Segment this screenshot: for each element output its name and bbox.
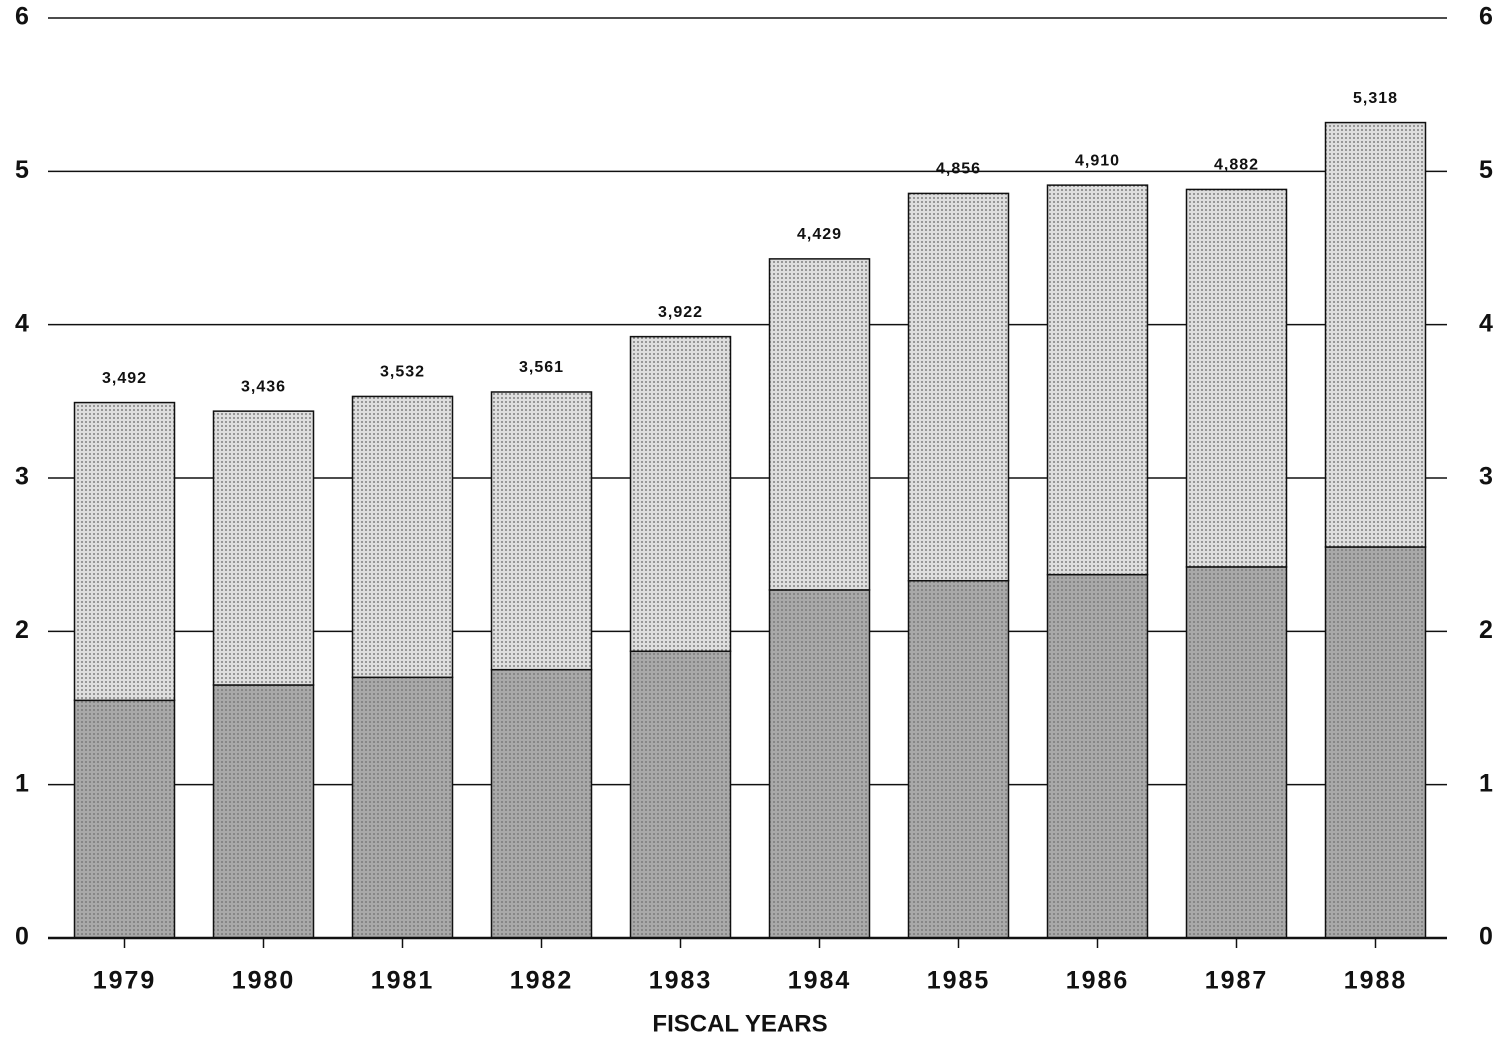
x-tick-label: 1981 (371, 967, 435, 995)
bar-texture (1325, 122, 1426, 547)
x-tick-label: 1988 (1344, 967, 1408, 995)
x-tick-label: 1982 (510, 967, 574, 995)
bar-texture (491, 391, 592, 670)
bar-texture (1186, 566, 1287, 938)
x-tick-label: 1987 (1205, 967, 1269, 995)
bar-texture (1047, 185, 1148, 575)
bar-texture (213, 411, 314, 685)
x-tick-label: 1983 (649, 967, 713, 995)
bar-texture (74, 402, 175, 701)
total-label: 4,910 (1075, 152, 1120, 169)
bar-texture (352, 677, 453, 938)
x-tick-label: 1979 (93, 967, 157, 995)
total-label: 5,318 (1353, 90, 1398, 107)
x-tick-label: 1986 (1066, 967, 1130, 995)
bar-texture (630, 336, 731, 652)
bar-texture (908, 193, 1009, 581)
y2-tick-label: 5 (1479, 156, 1493, 184)
bar-texture (213, 685, 314, 938)
total-label: 3,561 (519, 359, 564, 376)
total-label: 3,922 (658, 304, 703, 321)
y2-tick-label: 3 (1479, 463, 1493, 491)
y-tick-label: 4 (15, 309, 29, 337)
bar-texture (630, 651, 731, 938)
x-axis-label: FISCAL YEARS (652, 1010, 827, 1037)
y2-tick-label: 0 (1479, 923, 1493, 951)
total-label: 3,436 (241, 378, 286, 395)
y-tick-label: 2 (15, 616, 29, 644)
bar-texture (74, 700, 175, 938)
y-tick-label: 1 (15, 769, 29, 797)
x-tick-label: 1980 (232, 967, 296, 995)
x-tick-label: 1984 (788, 967, 852, 995)
total-label: 3,492 (102, 370, 147, 387)
bar-texture (1047, 574, 1148, 938)
y2-tick-label: 6 (1479, 3, 1493, 31)
total-label: 4,882 (1214, 157, 1259, 174)
bar-texture (908, 580, 1009, 938)
y2-tick-label: 2 (1479, 616, 1493, 644)
bar-texture (491, 669, 592, 938)
bar-texture (1325, 547, 1426, 938)
bar-texture (1186, 189, 1287, 567)
y2-tick-label: 4 (1479, 309, 1493, 337)
bar-texture (769, 258, 870, 590)
y-tick-label: 3 (15, 463, 29, 491)
total-label: 3,532 (380, 364, 425, 381)
y2-tick-label: 1 (1479, 769, 1493, 797)
y-tick-label: 6 (15, 3, 29, 31)
bar-texture (769, 589, 870, 938)
y-tick-label: 5 (15, 156, 29, 184)
x-tick-label: 1985 (927, 967, 991, 995)
total-label: 4,429 (797, 226, 842, 243)
total-label: 4,856 (936, 161, 981, 178)
y-tick-label: 0 (15, 923, 29, 951)
bar-texture (352, 396, 453, 678)
